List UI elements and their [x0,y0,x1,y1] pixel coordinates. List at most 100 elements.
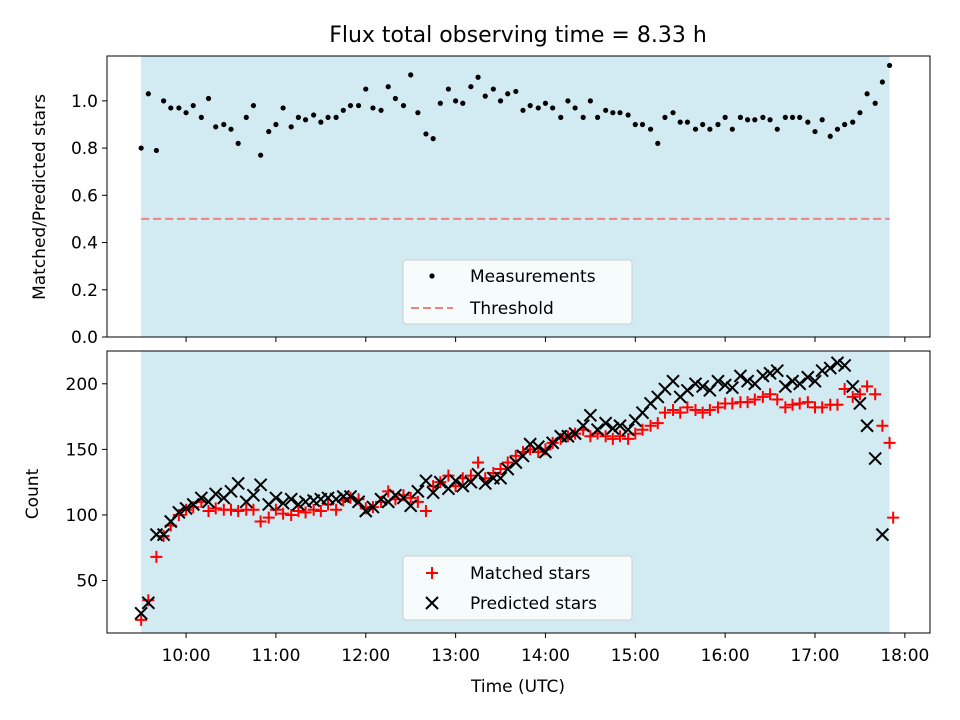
measurement-point [497,98,504,104]
predicted-star-point [740,374,755,388]
chart-title: Flux total observing time = 8.33 h [329,23,707,48]
legend-threshold-label: Threshold [469,299,554,319]
predicted-star-point [860,419,874,433]
measurement-point [565,98,571,104]
y-tick-label: 200 [66,375,98,395]
measurement-point [760,114,766,120]
measurement-point [333,114,339,120]
matched-star-point [779,401,792,414]
predicted-star-point [688,377,703,391]
predicted-star-point [846,379,860,394]
predicted-star-point [186,497,200,512]
matched-star-point [292,505,305,518]
measurement-point [145,91,151,97]
y-tick-label: 0.0 [71,328,98,348]
measurement-point [235,140,241,146]
matched-star-point [846,390,859,403]
predicted-star-point [172,505,186,520]
measurement-point [587,98,593,104]
measurement-point [603,107,609,113]
measurement-point [505,91,511,97]
measurement-point [610,110,616,116]
predicted-star-point [351,495,366,509]
measurement-point [266,128,272,135]
predicted-star-point [785,374,800,388]
measurement-point [415,110,421,116]
predicted-star-point [853,396,867,411]
predicted-star-point [756,369,770,383]
predicted-star-point [493,471,508,485]
matched-star-point [330,503,343,516]
measurement-point [722,114,728,120]
measurement-point [805,119,811,125]
legend-predicted-marker [425,596,439,610]
matched-star-point [254,515,267,528]
measurement-point [475,74,481,80]
x-tick-label: 15:00 [611,646,660,666]
matched-star-point [622,432,635,445]
measurement-point [325,114,331,120]
measurement-point [482,93,488,99]
measurement-point [161,98,167,104]
measurement-point [213,124,219,130]
y-tick-label: 50 [76,572,98,592]
predicted-star-point [583,408,598,422]
predicted-star-point [246,488,261,502]
matched-star-point [501,456,514,469]
matched-star-point [748,393,761,406]
measurement-point [662,114,668,120]
matched-star-point [314,505,327,518]
legend-matched-marker [426,567,438,579]
measurement-point [490,86,496,92]
measurement-point [655,140,661,146]
legend-measurements-label: Measurements [470,267,596,287]
matched-star-point [741,396,754,409]
measurement-point [879,79,885,85]
predicted-star-point [284,492,298,506]
measurement-point [647,126,654,132]
top-panel: 0.0 0.2 0.4 0.6 0.8 1.0 Matched/Predicted sta… [30,55,931,348]
matched-star-point [202,505,215,518]
measurement-point [834,126,841,132]
x-tick-label: 17:00 [790,646,839,666]
predicted-star-point [770,363,784,378]
matched-star-point [703,404,716,417]
matched-star-point [232,505,245,518]
matched-star-point [464,469,477,482]
measurement-point [558,114,564,120]
measurement-point [250,102,257,109]
matched-star-point [674,406,687,419]
bottom-x-axis: 10:00 11:00 12:00 13:00 14:00 15:00 16:00 17:00… [162,633,929,666]
predicted-star-point [823,361,837,375]
measurement-point [535,105,541,111]
predicted-star-point [868,451,882,466]
measurement-point [639,121,646,128]
predicted-star-point [711,374,725,388]
x-tick-label: 13:00 [431,646,480,666]
predicted-star-point [598,416,613,430]
bottom-y-axis: 50 100 150 200 [66,375,107,592]
matched-star-point [494,463,507,476]
matched-star-point [651,417,664,430]
x-tick-label: 14:00 [521,646,570,666]
predicted-star-point [837,358,852,373]
measurement-point [632,121,638,128]
measurement-point [138,145,144,151]
predicted-star-point [561,429,575,443]
measurement-point [594,114,601,120]
y-tick-label: 0.2 [71,281,98,301]
predicted-star-point [374,492,388,506]
measurement-point [700,121,706,128]
predicted-star-point [343,489,358,504]
measurement-point [684,119,691,125]
predicted-star-point [695,379,710,394]
bottom-legend: Matched stars Predicted stars [402,555,633,621]
matched-star-point [853,388,866,401]
measurement-point [311,112,317,118]
predicted-star-point [538,445,553,459]
measurement-point [400,102,407,109]
predicted-star-point [231,476,245,491]
matched-star-point [869,388,882,401]
matched-star-point [831,398,844,411]
measurement-point [430,136,436,142]
